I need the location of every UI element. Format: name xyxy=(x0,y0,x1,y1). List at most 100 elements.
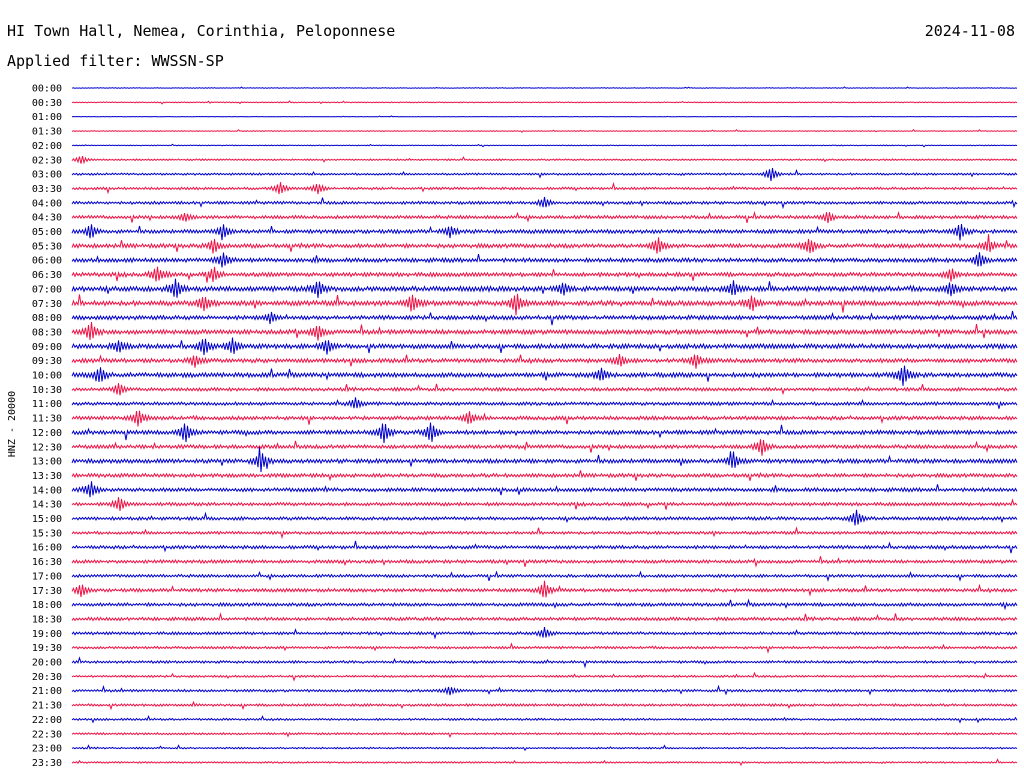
time-label: 22:30 xyxy=(32,729,62,740)
time-label: 16:30 xyxy=(32,557,62,568)
time-label: 23:30 xyxy=(32,758,62,769)
trace-line xyxy=(71,210,1018,224)
time-label: 18:00 xyxy=(32,600,62,611)
trace-line xyxy=(71,612,1018,623)
time-label: 18:30 xyxy=(32,614,62,625)
time-label: 05:30 xyxy=(32,241,62,252)
time-label: 12:00 xyxy=(32,428,62,439)
station-title: HI Town Hall, Nemea, Corinthia, Peloponn… xyxy=(7,22,395,40)
time-label: 15:00 xyxy=(32,514,62,525)
trace-line xyxy=(71,293,1018,316)
time-label: 12:30 xyxy=(32,442,62,453)
trace-line xyxy=(71,354,1018,369)
trace-line xyxy=(71,700,1018,711)
time-label: 13:30 xyxy=(32,471,62,482)
time-label: 05:00 xyxy=(32,227,62,238)
trace-line xyxy=(71,744,1018,752)
time-label: 08:00 xyxy=(32,313,62,324)
time-label: 01:00 xyxy=(32,112,62,123)
trace-line xyxy=(71,310,1018,326)
time-label: 07:00 xyxy=(32,284,62,295)
trace-line xyxy=(71,155,1018,165)
time-label: 21:00 xyxy=(32,686,62,697)
trace-line xyxy=(71,627,1018,640)
time-label: 04:30 xyxy=(32,213,62,224)
time-label: 06:30 xyxy=(32,270,62,281)
time-label: 10:30 xyxy=(32,385,62,396)
time-label: 08:30 xyxy=(32,327,62,338)
filter-label: Applied filter: WWSSN-SP xyxy=(7,52,224,70)
time-label: 17:00 xyxy=(32,571,62,582)
time-label: 20:30 xyxy=(32,672,62,683)
trace-line xyxy=(71,684,1018,696)
time-label: 00:30 xyxy=(32,98,62,109)
trace-line xyxy=(71,223,1018,241)
time-label: 03:00 xyxy=(32,170,62,181)
time-label: 15:30 xyxy=(32,528,62,539)
trace-line xyxy=(71,656,1018,669)
trace-line xyxy=(71,278,1018,298)
time-label: 02:00 xyxy=(32,141,62,152)
trace-line xyxy=(71,234,1018,254)
time-label: 20:00 xyxy=(32,658,62,669)
trace-line xyxy=(71,322,1018,341)
trace-line xyxy=(71,642,1018,654)
trace-line xyxy=(71,167,1018,182)
trace-line xyxy=(71,422,1018,444)
trace-line xyxy=(71,410,1018,427)
time-label: 11:30 xyxy=(32,414,62,425)
trace-line xyxy=(71,470,1018,482)
trace-line xyxy=(71,540,1018,554)
trace-line xyxy=(71,447,1018,473)
trace-line xyxy=(71,100,1018,105)
time-label: 01:30 xyxy=(32,127,62,138)
trace-line xyxy=(71,266,1018,283)
time-label: 09:30 xyxy=(32,356,62,367)
time-label: 10:00 xyxy=(32,371,62,382)
time-label: 02:30 xyxy=(32,155,62,166)
trace-line xyxy=(71,86,1018,89)
trace-line xyxy=(71,439,1018,456)
time-label: 14:30 xyxy=(32,500,62,511)
trace-line xyxy=(71,365,1018,386)
trace-line xyxy=(71,556,1018,568)
channel-label: HNZ - 20000 xyxy=(7,391,18,457)
trace-line xyxy=(71,526,1018,540)
time-label: 04:00 xyxy=(32,198,62,209)
record-date: 2024-11-08 xyxy=(925,22,1015,40)
time-label: 23:00 xyxy=(32,744,62,755)
time-label: 17:30 xyxy=(32,586,62,597)
time-label: 16:00 xyxy=(32,543,62,554)
time-label: 06:00 xyxy=(32,256,62,267)
time-label: 09:00 xyxy=(32,342,62,353)
time-label: 03:30 xyxy=(32,184,62,195)
trace-line xyxy=(71,143,1018,148)
trace-line xyxy=(71,731,1018,739)
trace-line xyxy=(71,671,1018,682)
time-label: 00:00 xyxy=(32,84,62,95)
time-label: 14:00 xyxy=(32,485,62,496)
trace-line xyxy=(71,715,1018,724)
trace-line xyxy=(71,598,1018,611)
time-label: 11:00 xyxy=(32,399,62,410)
trace-line xyxy=(71,128,1018,133)
time-label: 21:30 xyxy=(32,701,62,712)
time-label: 19:30 xyxy=(32,643,62,654)
trace-line xyxy=(71,115,1018,118)
trace-line xyxy=(71,252,1018,268)
time-label: 19:00 xyxy=(32,629,62,640)
trace-line xyxy=(71,181,1018,195)
trace-line xyxy=(71,337,1018,356)
time-label: 07:30 xyxy=(32,299,62,310)
time-label: 22:00 xyxy=(32,715,62,726)
time-label: 13:00 xyxy=(32,457,62,468)
trace-line xyxy=(71,570,1018,583)
trace-line xyxy=(71,481,1018,498)
seismic-traces xyxy=(71,86,1018,767)
trace-line xyxy=(71,196,1018,210)
trace-line xyxy=(71,497,1018,512)
trace-line xyxy=(71,758,1018,767)
trace-line xyxy=(71,383,1018,396)
trace-line xyxy=(71,397,1018,409)
